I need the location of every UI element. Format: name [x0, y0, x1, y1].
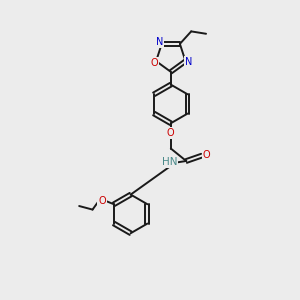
- Text: N: N: [156, 38, 163, 47]
- Text: O: O: [167, 128, 175, 138]
- Text: O: O: [150, 58, 158, 68]
- Text: O: O: [203, 150, 211, 160]
- Text: HN: HN: [162, 158, 178, 167]
- Text: N: N: [185, 57, 192, 67]
- Text: O: O: [98, 196, 106, 206]
